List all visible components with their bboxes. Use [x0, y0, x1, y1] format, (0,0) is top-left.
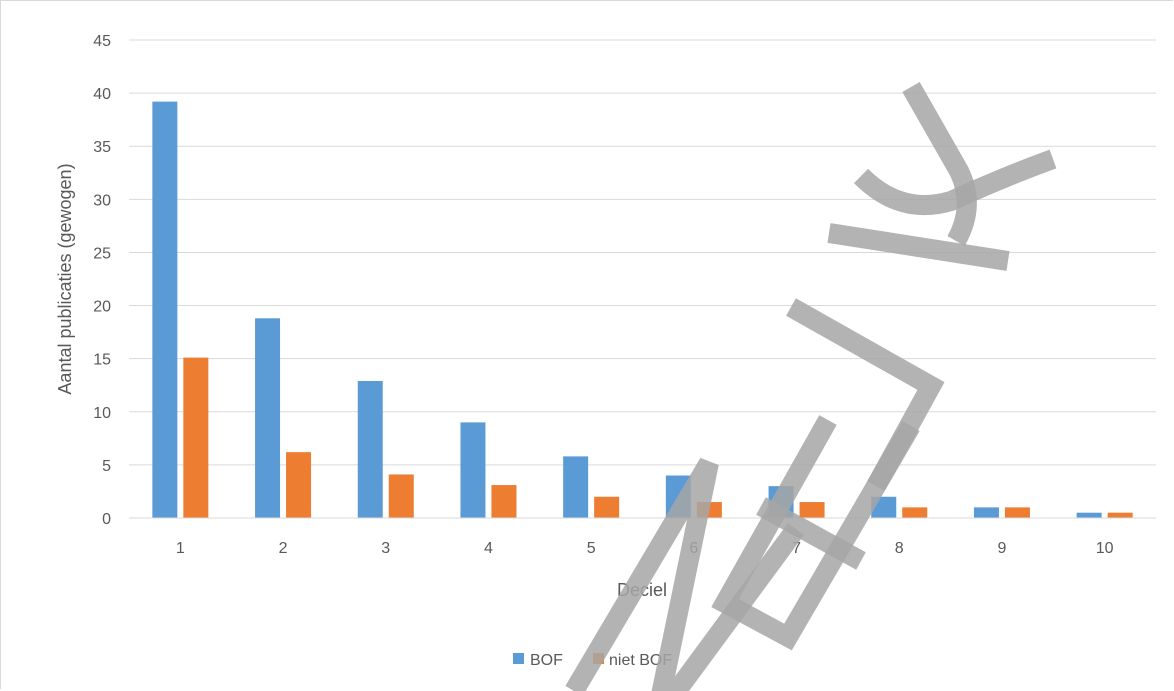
y-tick-label: 40 [93, 86, 111, 103]
y-tick-label: 10 [93, 405, 111, 422]
x-tick-label: 7 [792, 540, 801, 557]
legend-label-niet-bof: niet BOF [609, 652, 672, 669]
bar-bof-3 [357, 380, 383, 518]
legend-label-bof: BOF [530, 652, 563, 669]
y-tick-label: 30 [93, 192, 111, 209]
x-tick-label: 10 [1096, 540, 1114, 557]
legend: BOF niet BOF [513, 652, 672, 669]
bar-bof-9 [973, 507, 999, 518]
watermark-letter-k [853, 149, 1057, 216]
bar-bof-5 [563, 456, 589, 518]
y-tick-label: 20 [93, 299, 111, 316]
x-tick-label: 1 [176, 540, 185, 557]
y-tick-label: 35 [93, 139, 111, 156]
y-tick-label: 5 [102, 458, 111, 475]
watermark-letter-e-bar [756, 497, 866, 570]
y-tick-label: 45 [93, 33, 111, 50]
x-tick-label: 2 [279, 540, 288, 557]
bar-niet-bof-7 [799, 502, 825, 518]
bar-niet-bof-8 [902, 507, 928, 518]
bar-bof-4 [460, 422, 486, 518]
watermark-letter-j [902, 82, 977, 246]
bar-bof-10 [1076, 512, 1102, 518]
x-tick-label: 4 [484, 540, 493, 557]
x-tick-label: 9 [997, 540, 1006, 557]
bar-bof-2 [255, 318, 281, 518]
x-tick-label: 5 [587, 540, 596, 557]
legend-swatch-bof [513, 653, 524, 664]
y-tick-label: 15 [93, 352, 111, 369]
gridlines [129, 39, 1156, 466]
watermark-letter-i [827, 223, 1010, 271]
y-tick-label: 0 [102, 511, 111, 528]
watermark-ontwerp [565, 82, 1057, 691]
watermark-letter-n [565, 457, 805, 691]
bar-niet-bof-9 [1004, 507, 1030, 518]
x-tick-label: 3 [381, 540, 390, 557]
bar-niet-bof-5 [594, 496, 620, 518]
y-axis-title: Aantal publicaties (gewogen) [55, 163, 75, 394]
x-tick-label: 8 [895, 540, 904, 557]
bar-niet-bof-10 [1107, 512, 1133, 518]
bar-niet-bof-1 [183, 357, 209, 518]
bar-niet-bof-3 [388, 474, 414, 518]
watermark-letter-l [786, 298, 945, 491]
bars [152, 101, 1133, 518]
y-axis-ticks: 0 5 10 15 20 25 30 35 40 45 [93, 33, 111, 528]
bar-niet-bof-4 [491, 485, 517, 518]
bar-niet-bof-2 [286, 452, 312, 518]
bar-bof-1 [152, 101, 178, 518]
y-tick-label: 25 [93, 245, 111, 262]
